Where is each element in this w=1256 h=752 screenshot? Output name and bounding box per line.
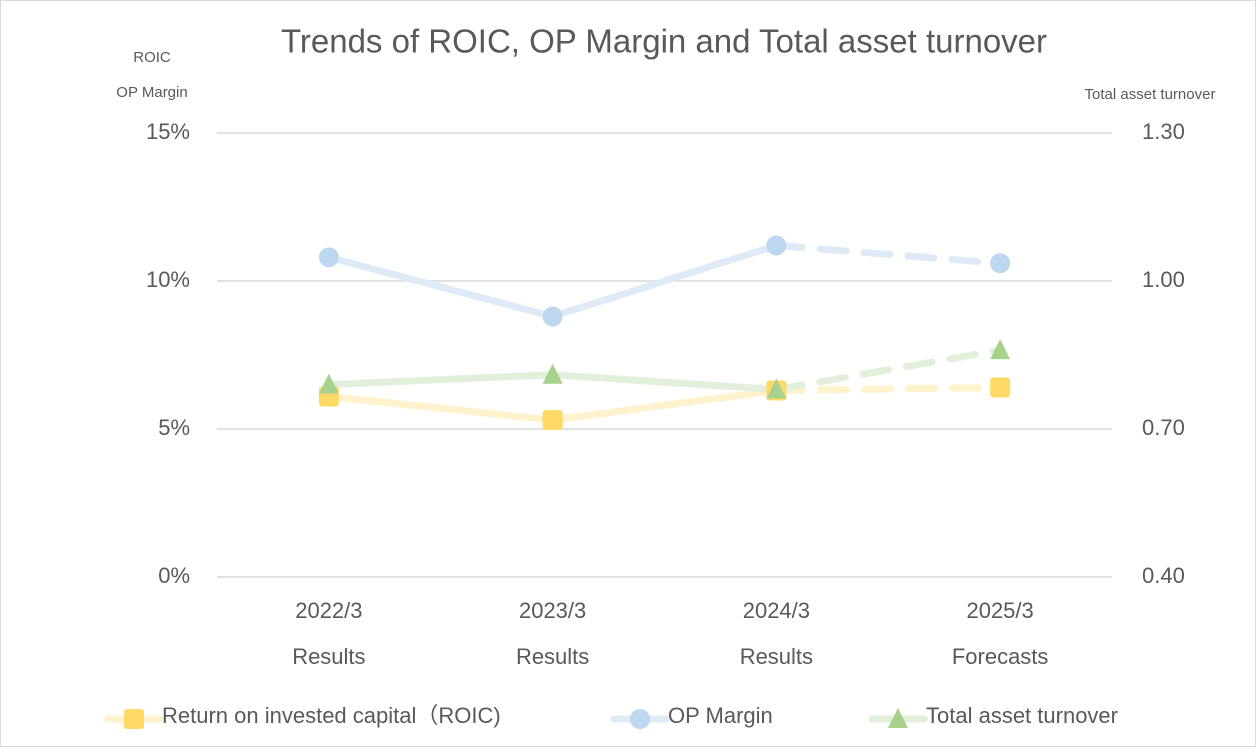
data-point <box>318 247 339 268</box>
data-point <box>766 378 787 399</box>
data-point <box>990 377 1011 398</box>
y-axis-title: ROIC <box>133 49 171 66</box>
x-tick-sublabel: Results <box>740 644 813 669</box>
data-point <box>990 339 1011 360</box>
data-point <box>766 235 787 256</box>
y2-tick-label: 1.30 <box>1142 119 1185 144</box>
y2-axis-title: Total asset turnover <box>1085 86 1216 103</box>
x-tick-label: 2023/3 <box>519 598 586 623</box>
x-tick-sublabel: Forecasts <box>952 644 1049 669</box>
y-tick-label: 15% <box>146 119 190 144</box>
x-tick-label: 2025/3 <box>966 598 1033 623</box>
legend-swatch-marker <box>630 709 650 729</box>
data-point <box>990 253 1011 274</box>
legend-label: OP Margin <box>668 703 773 728</box>
y-tick-label: 5% <box>158 415 190 440</box>
y2-tick-label: 1.00 <box>1142 267 1185 292</box>
y-tick-label: 0% <box>158 563 190 588</box>
y-axis-title: OP Margin <box>116 84 187 101</box>
data-point <box>542 410 563 431</box>
y2-tick-label: 0.40 <box>1142 563 1185 588</box>
legend-label: Return on invested capital（ROIC) <box>162 703 501 728</box>
y2-tick-label: 0.70 <box>1142 415 1185 440</box>
y-tick-label: 10% <box>146 267 190 292</box>
data-point <box>542 306 563 327</box>
series-line-dashed <box>772 241 1004 267</box>
legend-swatch-marker <box>888 708 908 728</box>
legend-swatch-marker <box>124 709 144 729</box>
series-line-dashed <box>772 384 1004 395</box>
chart-title: Trends of ROIC, OP Margin and Total asse… <box>281 23 1047 60</box>
x-tick-label: 2024/3 <box>743 598 810 623</box>
data-point <box>318 373 339 394</box>
x-tick-label: 2022/3 <box>295 598 362 623</box>
series-line-dashed <box>772 346 1004 394</box>
data-point <box>542 363 563 384</box>
x-tick-sublabel: Results <box>292 644 365 669</box>
legend-label: Total asset turnover <box>926 703 1118 728</box>
x-tick-sublabel: Results <box>516 644 589 669</box>
